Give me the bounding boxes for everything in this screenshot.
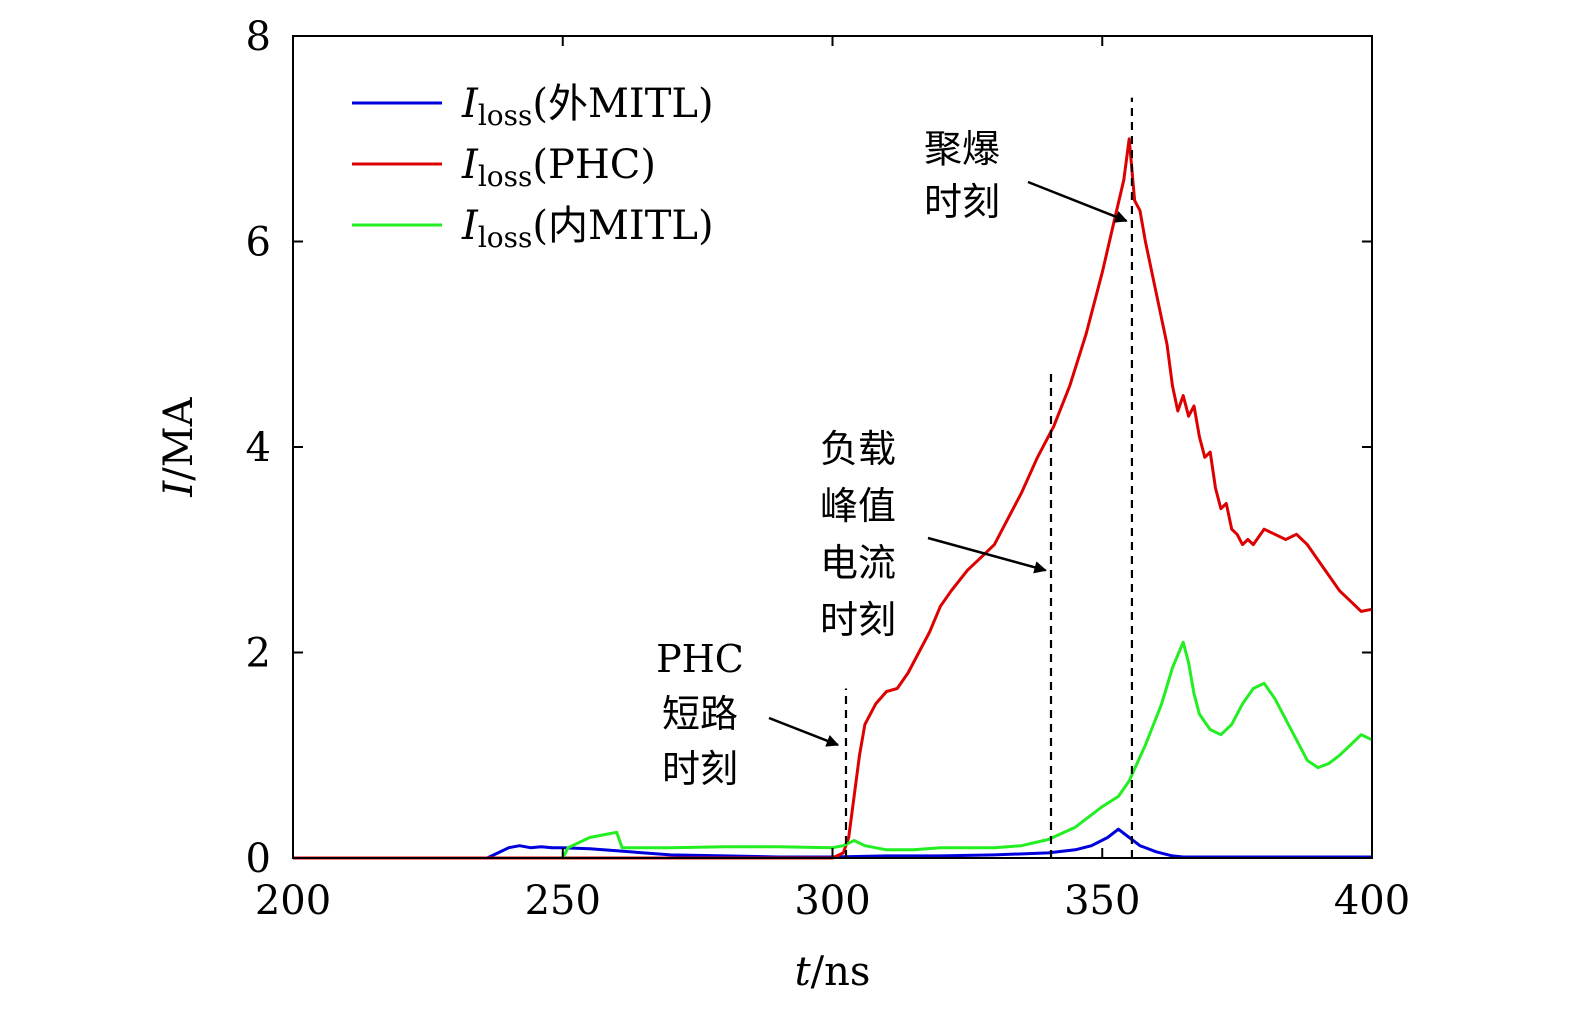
annotation-text-line: 峰值 <box>820 484 896 528</box>
annotation-text-line: 短路 <box>662 692 738 736</box>
series-line-3 <box>561 640 1373 859</box>
y-tick-label: 6 <box>246 220 271 266</box>
annotation-text-line: 时刻 <box>924 180 1000 224</box>
annotation-arrow-1 <box>768 716 840 747</box>
annotation-arrow-2 <box>927 536 1047 574</box>
vline-layer <box>844 97 1134 858</box>
x-tick-label: 300 <box>794 878 870 924</box>
y-tick-label: 2 <box>246 631 271 677</box>
x-tick-label: 400 <box>1334 878 1410 924</box>
axis-labels: t/ns I/MA <box>156 396 870 995</box>
x-tick-label: 200 <box>255 878 331 924</box>
annotation-text-line: 负载 <box>820 427 896 471</box>
y-tick-label: 0 <box>246 836 271 882</box>
tick-layer: 200 250 300 350 400 0 2 4 6 8 <box>246 14 1411 924</box>
x-axis-label: t/ns <box>795 949 871 995</box>
legend: Iloss(外MITL) Iloss(PHC) Iloss(内MITL) <box>352 81 714 254</box>
legend-label-1: Iloss(外MITL) <box>461 81 714 132</box>
y-tick-label: 8 <box>246 14 271 60</box>
legend-label-3: Iloss(内MITL) <box>461 203 714 254</box>
annotation-text-line: 电流 <box>820 541 896 585</box>
annotation-text-line: 时刻 <box>820 598 896 642</box>
x-tick-label: 350 <box>1064 878 1140 924</box>
annotation-text-line: PHC <box>656 637 744 681</box>
y-tick-label: 4 <box>246 425 271 471</box>
x-tick-label: 250 <box>525 878 601 924</box>
annotation-text-line: 聚爆 <box>924 127 1000 171</box>
y-axis-label: I/MA <box>156 396 202 497</box>
series-line-2 <box>293 137 1373 860</box>
legend-label-2: Iloss(PHC) <box>461 142 656 193</box>
annotation-text-line: 时刻 <box>662 747 738 791</box>
annotation-arrow-3 <box>1027 180 1128 223</box>
